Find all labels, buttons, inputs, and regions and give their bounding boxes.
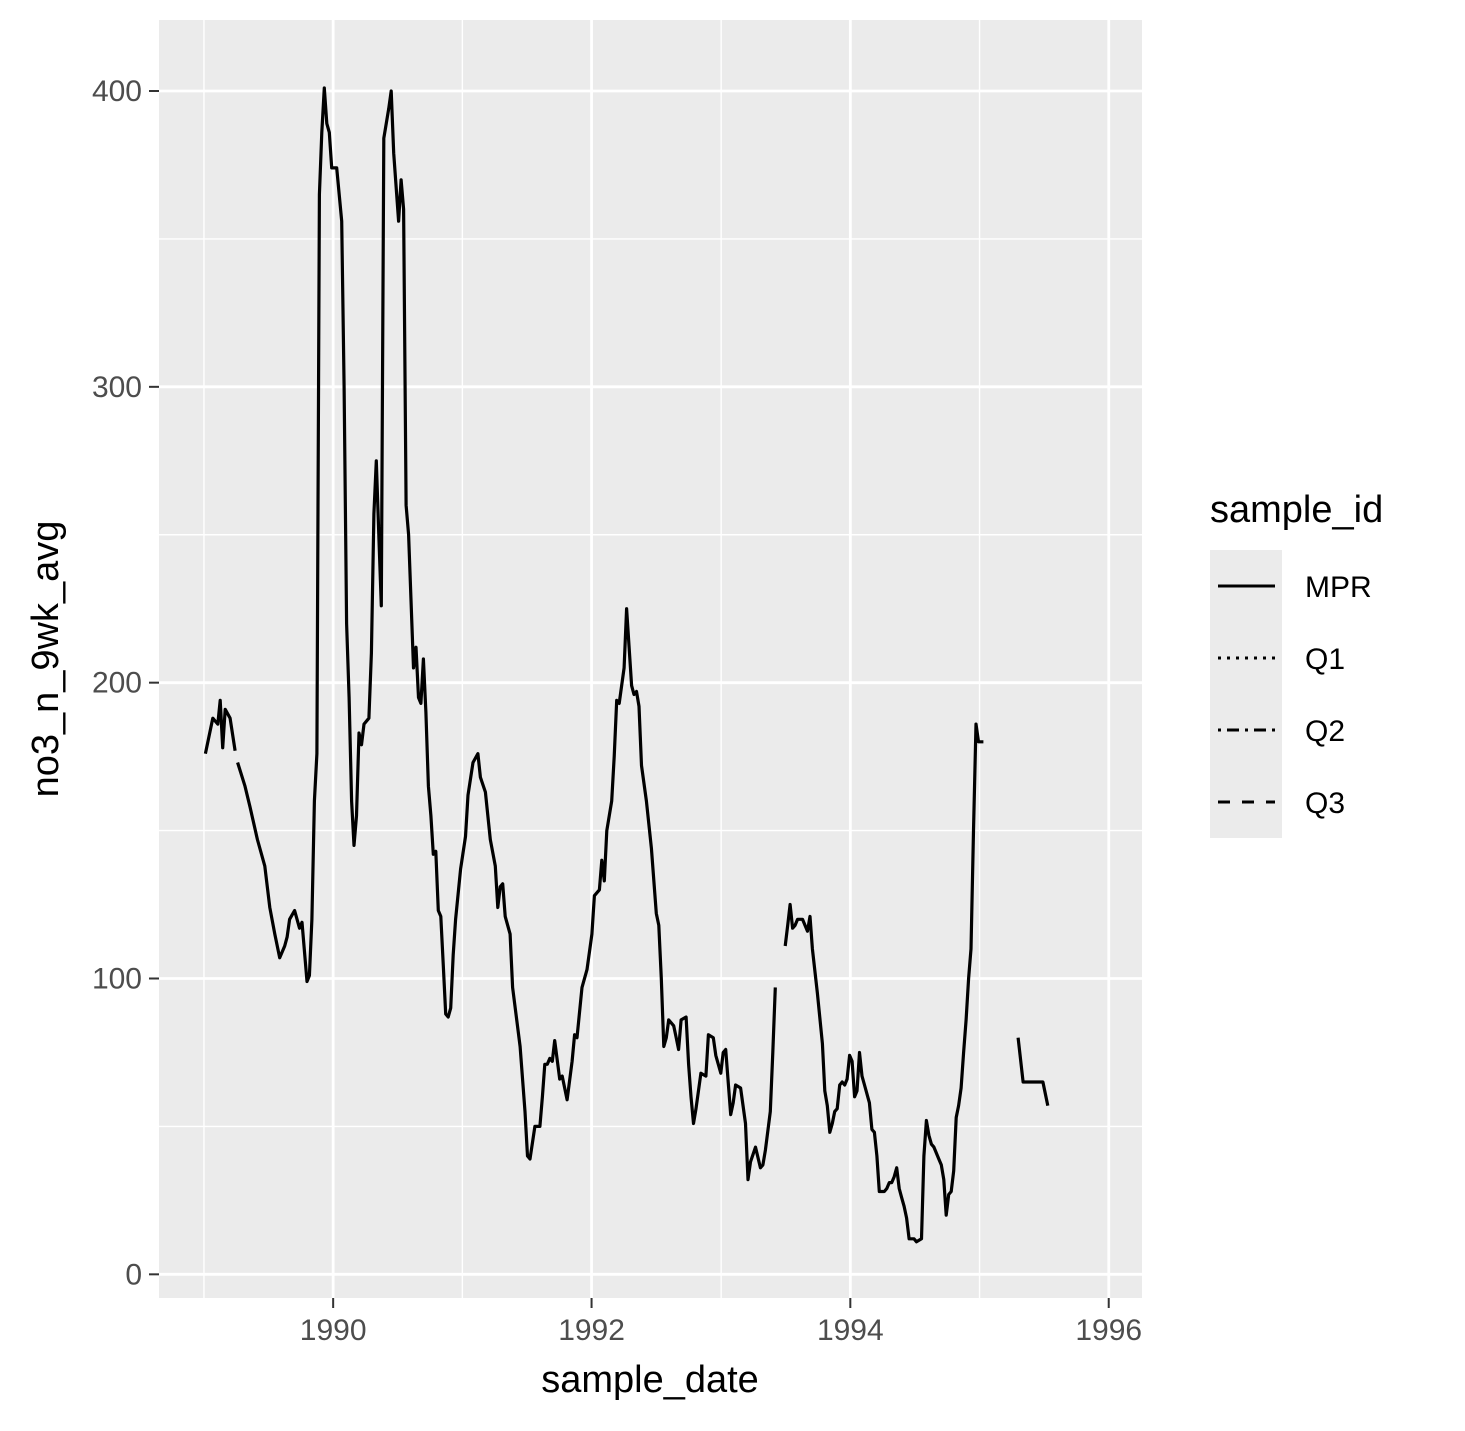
panel-background xyxy=(159,20,1142,1298)
x-tick-label: 1994 xyxy=(817,1314,884,1347)
series-line-mpr xyxy=(236,86,777,1182)
x-tick-label: 1992 xyxy=(558,1314,625,1347)
series-line-mpr xyxy=(1016,1037,1050,1107)
legend-label-q3: Q3 xyxy=(1305,787,1345,820)
series-line-mpr xyxy=(783,722,984,1244)
legend-label-q1: Q1 xyxy=(1305,643,1345,676)
x-axis-title: sample_date xyxy=(541,1359,759,1401)
y-tick-label: 0 xyxy=(125,1258,142,1291)
y-tick-label: 400 xyxy=(92,75,142,108)
legend: sample_id MPR Q1 Q2 Q3 xyxy=(1210,489,1383,838)
legend-title: sample_id xyxy=(1210,489,1383,531)
legend-label-mpr: MPR xyxy=(1305,571,1372,604)
legend-label-q2: Q2 xyxy=(1305,715,1345,748)
x-tick-label: 1996 xyxy=(1075,1314,1142,1347)
y-axis: 0 100 200 300 400 xyxy=(92,75,159,1291)
x-axis: 1990 1992 1994 1996 xyxy=(300,1298,1142,1347)
x-tick-label: 1990 xyxy=(300,1314,367,1347)
major-gridlines xyxy=(159,20,1142,1298)
series-line-mpr xyxy=(203,698,237,755)
series-layer xyxy=(203,86,1050,1244)
y-tick-label: 200 xyxy=(92,667,142,700)
y-tick-label: 300 xyxy=(92,371,142,404)
y-axis-title: no3_n_9wk_avg xyxy=(25,521,67,798)
legend-key-background xyxy=(1210,550,1282,838)
y-tick-label: 100 xyxy=(92,963,142,996)
